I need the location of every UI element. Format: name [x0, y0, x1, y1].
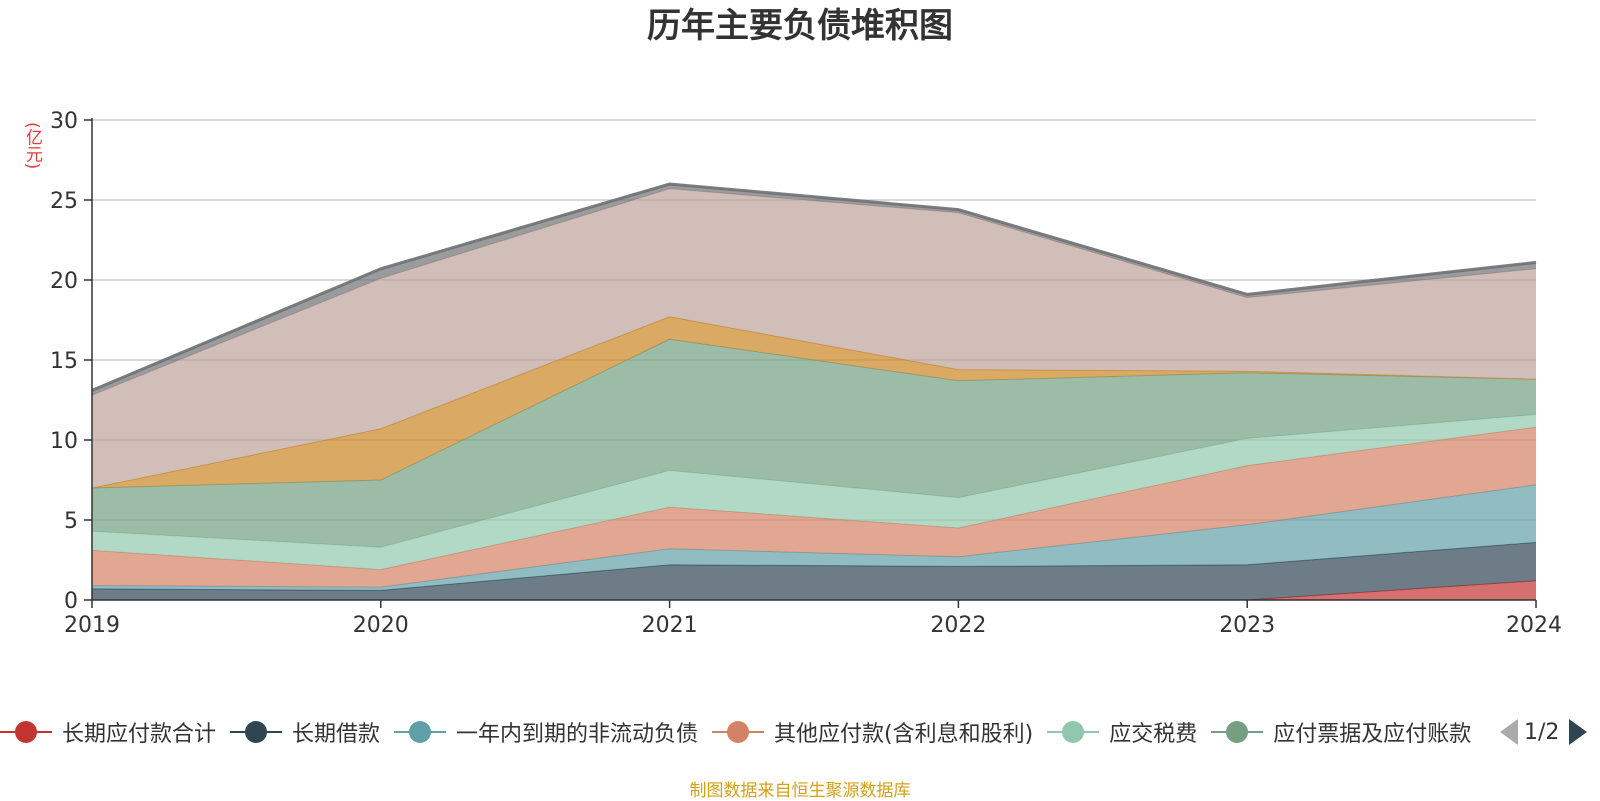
- legend-label: 长期应付款合计: [62, 722, 217, 747]
- axes: 0 5 10 15 20 25 30 2019 2020 2021 2022 2023 2024: [50, 109, 1562, 638]
- series-line-8: [91, 182, 1537, 392]
- data-source-note: 制图数据来自恒生聚源数据库: [689, 781, 911, 801]
- legend: 长期应付款合计 长期借款 一年内到期的非流动负债 其他应付款(含利息和股利) 应交税费 应…: [0, 712, 1600, 752]
- legend-label: 其他应付款(含利息和股利): [774, 722, 1034, 747]
- area-series-1: [92, 542, 1536, 600]
- legend-marker-icon: [394, 719, 447, 745]
- legend-label: 应交税费: [1109, 722, 1198, 747]
- area-series-6: [92, 316, 1536, 488]
- area-series-4: [92, 414, 1536, 570]
- y-tick-label: 0: [64, 589, 78, 614]
- chart-title: 历年主要负债堆积图: [647, 6, 953, 46]
- legend-item[interactable]: 应交税费: [1047, 716, 1197, 748]
- y-tick-label: 30: [50, 109, 78, 134]
- area-series-3: [92, 427, 1536, 588]
- legend-label: 应付票据及应付账款: [1273, 722, 1472, 747]
- legend-marker-icon: [0, 719, 52, 745]
- legend-label: 长期借款: [292, 722, 381, 747]
- area-series: [91, 182, 1537, 601]
- legend-item[interactable]: 长期应付款合计: [0, 716, 216, 748]
- y-tick-label: 15: [50, 349, 78, 374]
- y-tick-label: 10: [50, 429, 78, 454]
- x-tick-label: 2024: [1506, 613, 1562, 638]
- x-tick-label: 2023: [1219, 613, 1275, 638]
- legend-label: 一年内到期的非流动负债: [456, 722, 699, 747]
- area-series-5: [92, 339, 1536, 548]
- y-tick-label: 5: [64, 509, 78, 534]
- area-series-0: [92, 580, 1536, 600]
- x-tick-label: 2020: [353, 613, 409, 638]
- next-page-icon[interactable]: [1569, 719, 1588, 745]
- x-tick-label: 2021: [642, 613, 698, 638]
- area-series-2: [92, 484, 1536, 591]
- y-tick-label: 20: [50, 269, 78, 294]
- legend-pager: 1/2: [1500, 712, 1600, 752]
- x-tick-label: 2019: [64, 613, 120, 638]
- stacked-area-chart: 0 5 10 15 20 25 30 2019 2020 2021 2022 2023 2024: [50, 109, 1562, 638]
- legend-item[interactable]: 一年内到期的非流动负债: [394, 716, 698, 748]
- x-tick-label: 2022: [930, 613, 986, 638]
- y-tick-label: 25: [50, 189, 78, 214]
- area-series-7: [92, 188, 1536, 489]
- legend-item[interactable]: 其他应付款(含利息和股利): [712, 716, 1033, 748]
- legend-marker-icon: [1047, 719, 1100, 745]
- legend-items: 长期应付款合计 长期借款 一年内到期的非流动负债 其他应付款(含利息和股利) 应交税费 应…: [0, 716, 1480, 748]
- legend-item[interactable]: 长期借款: [230, 716, 380, 748]
- legend-item[interactable]: 应付票据及应付账款: [1211, 716, 1471, 748]
- previous-page-icon[interactable]: [1500, 719, 1518, 745]
- legend-marker-icon: [1211, 719, 1264, 745]
- legend-page-indicator: 1/2: [1524, 719, 1560, 745]
- y-axis-unit-label: (亿元): [22, 122, 42, 170]
- legend-marker-icon: [230, 719, 283, 745]
- legend-marker-icon: [712, 719, 765, 745]
